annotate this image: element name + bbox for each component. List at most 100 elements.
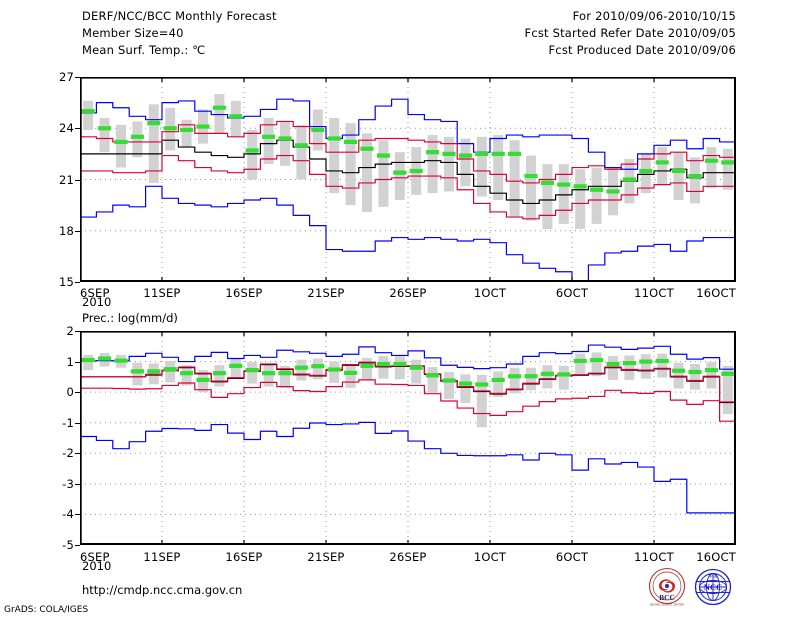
spread-bar [591, 167, 602, 224]
spread-bar [296, 359, 307, 381]
spread-bar [460, 374, 471, 404]
precipitation-x-axis-year: 2010 [82, 559, 112, 573]
ensemble-mean-dash [688, 173, 702, 179]
spread-bar [394, 152, 405, 200]
ensemble-mean-dash [114, 358, 128, 363]
y-axis-tick-mark [75, 422, 80, 424]
x-axis-tick-label: 26SEP [389, 286, 427, 300]
ensemble-mean-dash [294, 365, 308, 370]
ensemble-mean-dash [294, 143, 308, 148]
series-line-min [80, 421, 736, 514]
grads-credit-label: GrADS: COLA/IGES [4, 605, 89, 615]
ensemble-mean-dash [130, 369, 144, 374]
ensemble-mean-dash [491, 151, 505, 156]
spread-bar [214, 365, 225, 387]
spread-bar [624, 355, 635, 380]
x-axis-tick-label: 11OCT [634, 550, 674, 564]
ensemble-mean-dash [688, 369, 702, 375]
series-line-median [80, 139, 736, 205]
cmdp-url-link[interactable]: http://cmdp.ncc.cma.gov.cn [82, 583, 243, 597]
svg-text:NCC: NCC [704, 582, 722, 592]
ensemble-mean-dash [196, 124, 210, 129]
ensemble-mean-dash [311, 127, 325, 133]
spread-bar [493, 371, 504, 398]
svg-text:BCC: BCC [659, 593, 675, 602]
ensemble-mean-dash [360, 146, 374, 151]
y-axis-tick-mark [75, 392, 80, 394]
y-axis-tick-label: 0 [66, 385, 74, 400]
x-axis-tick-label: 21SEP [307, 286, 345, 300]
ensemble-mean-dash [622, 177, 636, 182]
ensemble-mean-dash [491, 377, 505, 383]
ensemble-mean-dash [557, 182, 571, 187]
svg-text:· · · · · · · ·: · · · · · · · · [661, 570, 673, 573]
x-axis-tick-label: 11SEP [143, 550, 181, 564]
spread-bar [148, 104, 159, 183]
ensemble-mean-dash [81, 357, 95, 363]
ensemble-mean-dash [344, 370, 358, 375]
spread-bar [378, 356, 389, 379]
ensemble-mean-dash [557, 372, 571, 377]
ensemble-mean-dash [426, 150, 440, 155]
ensemble-mean-dash [393, 170, 407, 175]
temperature-x-axis-year: 2010 [82, 295, 112, 309]
spread-bar [575, 169, 586, 230]
series-line-max [80, 98, 736, 170]
ensemble-mean-dash [98, 126, 112, 131]
x-axis-tick-label: 6OCT [555, 286, 589, 300]
ensemble-mean-dash [147, 121, 161, 126]
y-axis-tick-mark [75, 453, 80, 455]
ensemble-mean-dash [524, 173, 538, 179]
ensemble-mean-dash [212, 371, 226, 376]
ensemble-mean-dashes [81, 356, 735, 387]
ensemble-mean-dash [212, 105, 226, 110]
x-axis-tick-label: 6SEP [80, 286, 110, 300]
y-axis-tick-mark [75, 483, 80, 485]
x-axis-tick-label: 1OCT [473, 550, 507, 564]
spread-bar [280, 365, 290, 388]
spread-bar [444, 136, 454, 192]
spread-bar [526, 367, 536, 391]
ensemble-mean-dash [524, 374, 538, 379]
spread-bar [263, 365, 274, 387]
svg-text:中 国: 中 国 [708, 573, 717, 579]
spread-bar [296, 124, 307, 180]
x-axis-tick-label: 26SEP [389, 550, 427, 564]
spread-bar [247, 129, 258, 180]
spread-bar [214, 94, 225, 134]
ensemble-mean-dash [376, 361, 390, 367]
spread-bar [394, 356, 405, 380]
spread-bar [509, 140, 520, 218]
spread-bar [673, 152, 684, 200]
y-axis-tick-mark [75, 331, 80, 332]
ensemble-mean-dash [311, 364, 325, 369]
ensemble-mean-dash [262, 134, 276, 139]
spread-bar [690, 157, 700, 204]
ensemble-mean-dash [622, 361, 636, 366]
spread-bar [181, 365, 192, 386]
ensemble-mean-dash [229, 363, 243, 368]
spread-bar [722, 148, 733, 190]
x-axis-tick-label: 21SEP [307, 550, 345, 564]
y-axis-tick-mark [75, 545, 80, 546]
y-axis-tick-mark [75, 230, 80, 232]
spread-bar [132, 362, 143, 386]
spread-bar [247, 362, 258, 384]
spread-bar [148, 363, 159, 385]
ensemble-mean-dash [81, 109, 95, 114]
ensemble-mean-dash [344, 139, 358, 145]
spread-bar [722, 365, 733, 415]
forecast-start-date-label: Fcst Started Refer Date 2010/09/05 [524, 26, 736, 40]
ensemble-mean-dash [508, 151, 522, 156]
spread-bar [673, 362, 684, 389]
ensemble-mean-dash [196, 377, 210, 383]
ensemble-mean-dash [639, 168, 653, 174]
series-line-max [80, 344, 736, 370]
y-axis-tick-label: 1 [66, 354, 74, 369]
y-axis-tick-mark [75, 77, 80, 78]
ensemble-mean-dash [163, 367, 177, 372]
x-axis-tick-label: 6SEP [80, 550, 110, 564]
temperature-plot-area [80, 77, 736, 282]
spread-bar [345, 365, 356, 388]
ensemble-mean-dashes [81, 105, 735, 194]
